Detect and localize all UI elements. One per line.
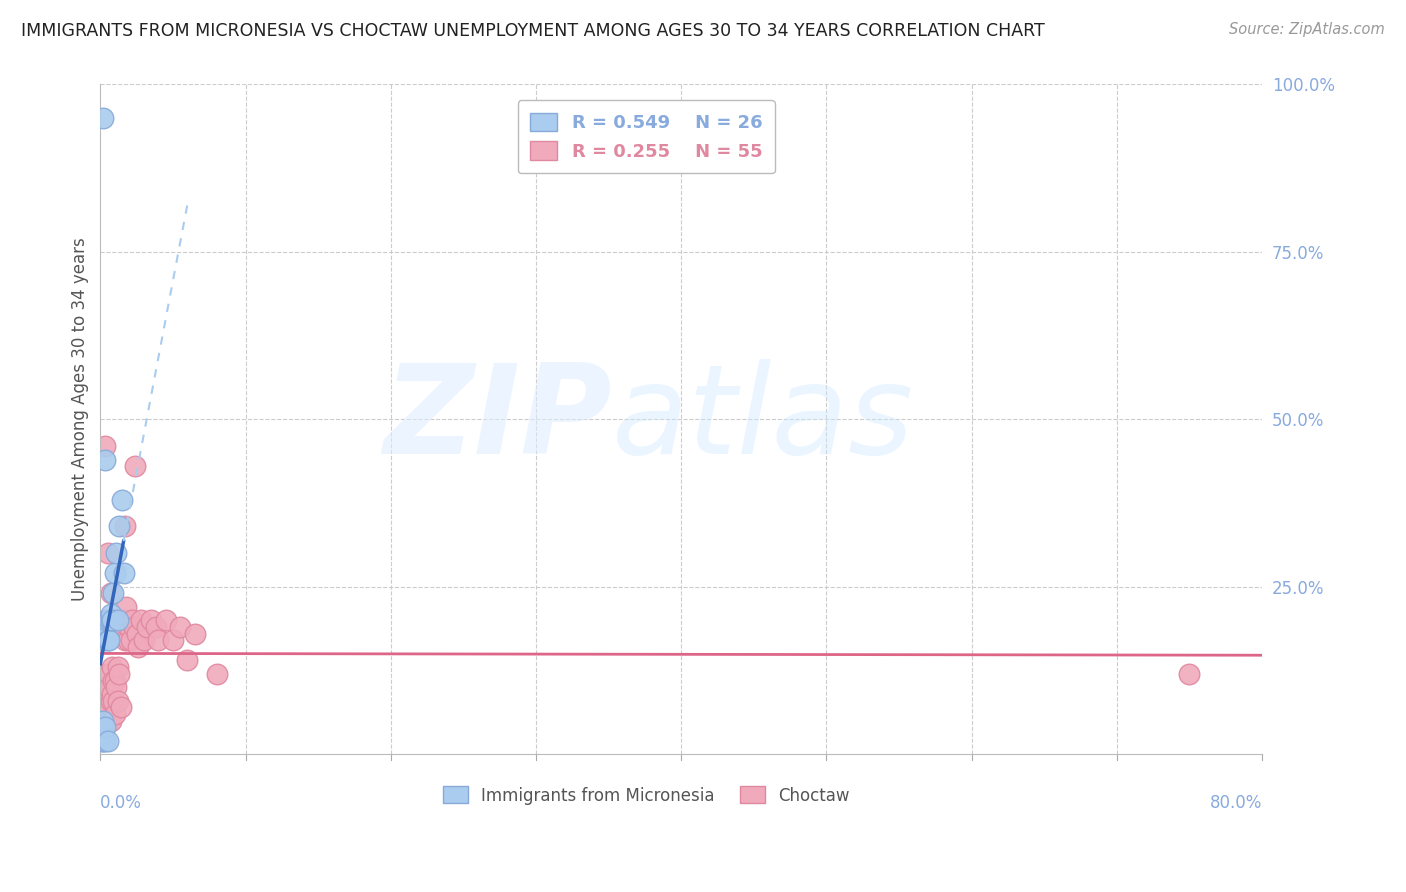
- Point: [114, 519, 136, 533]
- Point: [114, 633, 136, 648]
- Point: [120, 633, 142, 648]
- Point: [93, 680, 115, 694]
- Point: [104, 673, 127, 688]
- Point: [101, 660, 124, 674]
- Point: [101, 613, 124, 627]
- Point: [205, 666, 228, 681]
- Point: [93, 734, 115, 748]
- Text: ZIP: ZIP: [382, 359, 612, 480]
- Point: [100, 714, 122, 728]
- Legend: Immigrants from Micronesia, Choctaw: Immigrants from Micronesia, Choctaw: [434, 778, 858, 813]
- Point: [107, 660, 129, 674]
- Text: 80.0%: 80.0%: [1209, 795, 1263, 813]
- Point: [100, 607, 122, 621]
- Point: [169, 620, 191, 634]
- Point: [122, 620, 145, 634]
- Point: [124, 459, 146, 474]
- Point: [96, 620, 118, 634]
- Text: 0.0%: 0.0%: [100, 795, 142, 813]
- Point: [141, 613, 163, 627]
- Point: [90, 720, 112, 734]
- Point: [93, 720, 115, 734]
- Point: [127, 640, 149, 654]
- Point: [112, 566, 135, 581]
- Y-axis label: Unemployment Among Ages 30 to 34 years: Unemployment Among Ages 30 to 34 years: [72, 237, 89, 601]
- Point: [93, 633, 115, 648]
- Text: Source: ZipAtlas.com: Source: ZipAtlas.com: [1229, 22, 1385, 37]
- Point: [100, 586, 122, 600]
- Point: [121, 613, 143, 627]
- Point: [91, 734, 114, 748]
- Point: [97, 700, 120, 714]
- Point: [97, 680, 120, 694]
- Point: [97, 633, 120, 648]
- Point: [112, 613, 135, 627]
- Point: [93, 452, 115, 467]
- Point: [135, 620, 157, 634]
- Point: [103, 673, 125, 688]
- Point: [108, 666, 131, 681]
- Point: [129, 613, 152, 627]
- Point: [90, 734, 112, 748]
- Point: [107, 613, 129, 627]
- Point: [91, 680, 114, 694]
- Point: [97, 546, 120, 560]
- Point: [100, 693, 122, 707]
- Point: [96, 693, 118, 707]
- Point: [117, 633, 139, 648]
- Point: [115, 599, 138, 614]
- Point: [96, 666, 118, 681]
- Point: [108, 519, 131, 533]
- Point: [91, 727, 114, 741]
- Point: [91, 111, 114, 125]
- Point: [111, 492, 134, 507]
- Point: [176, 653, 198, 667]
- Point: [162, 633, 184, 648]
- Point: [105, 546, 128, 560]
- Point: [101, 687, 124, 701]
- Point: [91, 693, 114, 707]
- Point: [90, 706, 112, 721]
- Point: [91, 720, 114, 734]
- Point: [98, 633, 121, 648]
- Point: [1178, 666, 1201, 681]
- Point: [155, 613, 177, 627]
- Point: [90, 720, 112, 734]
- Point: [98, 613, 121, 627]
- Point: [148, 633, 170, 648]
- Point: [103, 693, 125, 707]
- Point: [104, 566, 127, 581]
- Point: [145, 620, 167, 634]
- Point: [98, 666, 121, 681]
- Point: [97, 734, 120, 748]
- Text: atlas: atlas: [612, 359, 914, 480]
- Point: [93, 706, 115, 721]
- Point: [103, 586, 125, 600]
- Point: [118, 620, 141, 634]
- Point: [110, 700, 132, 714]
- Point: [98, 714, 121, 728]
- Point: [93, 439, 115, 453]
- Point: [107, 693, 129, 707]
- Point: [100, 613, 122, 627]
- Text: IMMIGRANTS FROM MICRONESIA VS CHOCTAW UNEMPLOYMENT AMONG AGES 30 TO 34 YEARS COR: IMMIGRANTS FROM MICRONESIA VS CHOCTAW UN…: [21, 22, 1045, 40]
- Point: [132, 633, 155, 648]
- Point: [184, 626, 207, 640]
- Point: [91, 714, 114, 728]
- Point: [125, 626, 148, 640]
- Point: [111, 626, 134, 640]
- Point: [104, 706, 127, 721]
- Point: [96, 613, 118, 627]
- Point: [105, 680, 128, 694]
